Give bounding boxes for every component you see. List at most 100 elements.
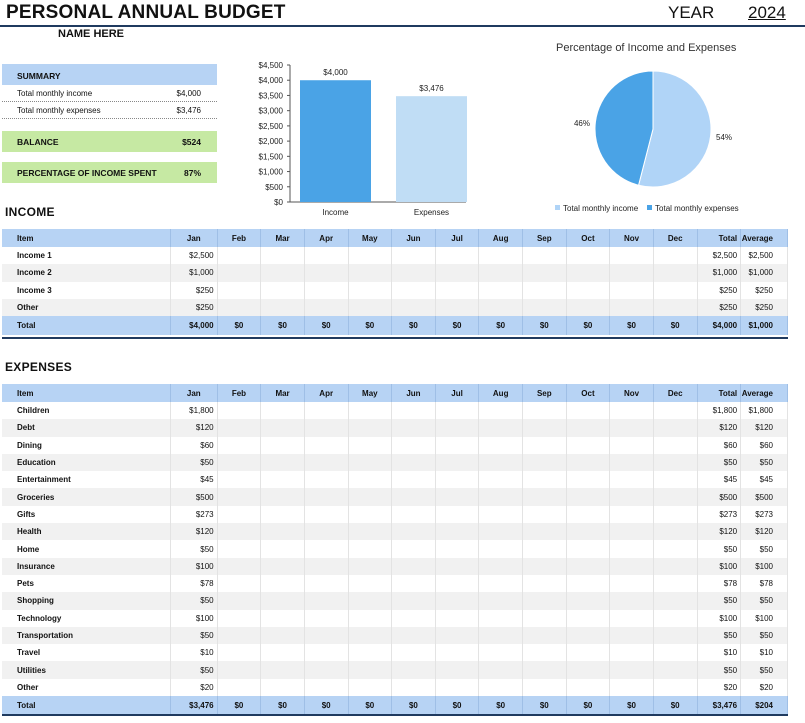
month-cell[interactable] xyxy=(217,505,262,524)
month-cell[interactable] xyxy=(435,540,480,558)
month-cell[interactable] xyxy=(522,453,567,472)
month-cell[interactable] xyxy=(304,644,349,662)
average-cell[interactable]: $100 xyxy=(740,609,788,627)
month-cell[interactable] xyxy=(348,574,393,593)
month-cell[interactable] xyxy=(522,419,567,437)
month-cell[interactable] xyxy=(566,247,611,265)
month-total-cell[interactable]: $0 xyxy=(348,696,393,716)
month-total-cell[interactable]: $0 xyxy=(348,316,393,336)
column-header-jan[interactable]: Jan xyxy=(170,229,218,247)
month-cell[interactable] xyxy=(304,298,349,317)
month-cell[interactable] xyxy=(260,592,305,610)
month-cell[interactable] xyxy=(260,523,305,541)
column-header-jun[interactable]: Jun xyxy=(391,384,436,402)
jan-cell[interactable]: $50 xyxy=(170,661,218,679)
month-cell[interactable] xyxy=(260,419,305,437)
month-cell[interactable] xyxy=(217,436,262,454)
month-cell[interactable] xyxy=(391,574,436,593)
month-cell[interactable] xyxy=(609,644,654,662)
column-header-nov[interactable]: Nov xyxy=(609,229,654,247)
month-cell[interactable] xyxy=(217,264,262,282)
total-cell[interactable]: $20 xyxy=(697,678,742,697)
month-cell[interactable] xyxy=(391,626,436,645)
month-cell[interactable] xyxy=(391,592,436,610)
month-cell[interactable] xyxy=(478,402,523,420)
month-cell[interactable] xyxy=(435,592,480,610)
total-cell[interactable]: $10 xyxy=(697,644,742,662)
month-cell[interactable] xyxy=(478,453,523,472)
average-cell[interactable]: $273 xyxy=(740,505,788,524)
month-cell[interactable] xyxy=(609,419,654,437)
month-cell[interactable] xyxy=(522,557,567,575)
month-cell[interactable] xyxy=(348,557,393,575)
month-cell[interactable] xyxy=(522,574,567,593)
month-cell[interactable] xyxy=(653,264,698,282)
month-cell[interactable] xyxy=(653,488,698,506)
month-cell[interactable] xyxy=(522,298,567,317)
month-cell[interactable] xyxy=(391,264,436,282)
column-header-may[interactable]: May xyxy=(348,384,393,402)
month-total-cell[interactable]: $0 xyxy=(609,696,654,716)
month-cell[interactable] xyxy=(566,264,611,282)
month-cell[interactable] xyxy=(391,505,436,524)
month-cell[interactable] xyxy=(609,247,654,265)
jan-cell[interactable]: $100 xyxy=(170,557,218,575)
month-cell[interactable] xyxy=(653,557,698,575)
average-cell[interactable]: $60 xyxy=(740,436,788,454)
column-header-item[interactable]: Item xyxy=(2,384,171,402)
month-cell[interactable] xyxy=(566,453,611,472)
month-cell[interactable] xyxy=(478,661,523,679)
month-cell[interactable] xyxy=(522,661,567,679)
month-cell[interactable] xyxy=(217,419,262,437)
average-total-cell[interactable]: $1,000 xyxy=(740,316,788,336)
month-cell[interactable] xyxy=(348,402,393,420)
item-cell[interactable]: Dining xyxy=(2,436,171,454)
item-cell[interactable]: Gifts xyxy=(2,505,171,524)
month-cell[interactable] xyxy=(391,298,436,317)
month-cell[interactable] xyxy=(217,678,262,697)
average-cell[interactable]: $50 xyxy=(740,661,788,679)
average-cell[interactable]: $78 xyxy=(740,574,788,593)
jan-cell[interactable]: $50 xyxy=(170,592,218,610)
month-cell[interactable] xyxy=(217,574,262,593)
total-cell[interactable]: $60 xyxy=(697,436,742,454)
month-cell[interactable] xyxy=(304,419,349,437)
column-header-dec[interactable]: Dec xyxy=(653,229,698,247)
total-cell[interactable]: $1,800 xyxy=(697,402,742,420)
month-total-cell[interactable]: $0 xyxy=(435,316,480,336)
column-header-nov[interactable]: Nov xyxy=(609,384,654,402)
month-cell[interactable] xyxy=(566,281,611,299)
column-header-oct[interactable]: Oct xyxy=(566,229,611,247)
month-cell[interactable] xyxy=(522,644,567,662)
month-cell[interactable] xyxy=(435,471,480,489)
month-cell[interactable] xyxy=(217,247,262,265)
month-cell[interactable] xyxy=(217,523,262,541)
month-cell[interactable] xyxy=(260,471,305,489)
month-cell[interactable] xyxy=(304,661,349,679)
average-cell[interactable]: $1,000 xyxy=(740,264,788,282)
balance-row[interactable]: BALANCE $524 xyxy=(2,131,217,152)
column-header-total[interactable]: Total xyxy=(697,384,742,402)
jan-cell[interactable]: $50 xyxy=(170,626,218,645)
average-cell[interactable]: $50 xyxy=(740,626,788,645)
month-cell[interactable] xyxy=(260,453,305,472)
month-cell[interactable] xyxy=(566,644,611,662)
month-cell[interactable] xyxy=(653,574,698,593)
month-cell[interactable] xyxy=(435,453,480,472)
month-cell[interactable] xyxy=(348,523,393,541)
column-header-feb[interactable]: Feb xyxy=(217,229,262,247)
total-cell[interactable]: $120 xyxy=(697,419,742,437)
month-cell[interactable] xyxy=(304,453,349,472)
average-cell[interactable]: $50 xyxy=(740,453,788,472)
month-total-cell[interactable]: $0 xyxy=(391,316,436,336)
month-cell[interactable] xyxy=(566,661,611,679)
month-cell[interactable] xyxy=(217,557,262,575)
month-total-cell[interactable]: $0 xyxy=(217,316,262,336)
month-cell[interactable] xyxy=(260,678,305,697)
month-total-cell[interactable]: $0 xyxy=(566,316,611,336)
month-cell[interactable] xyxy=(478,574,523,593)
total-cell[interactable]: $50 xyxy=(697,626,742,645)
month-total-cell[interactable]: $0 xyxy=(391,696,436,716)
month-cell[interactable] xyxy=(391,557,436,575)
jan-cell[interactable]: $50 xyxy=(170,540,218,558)
